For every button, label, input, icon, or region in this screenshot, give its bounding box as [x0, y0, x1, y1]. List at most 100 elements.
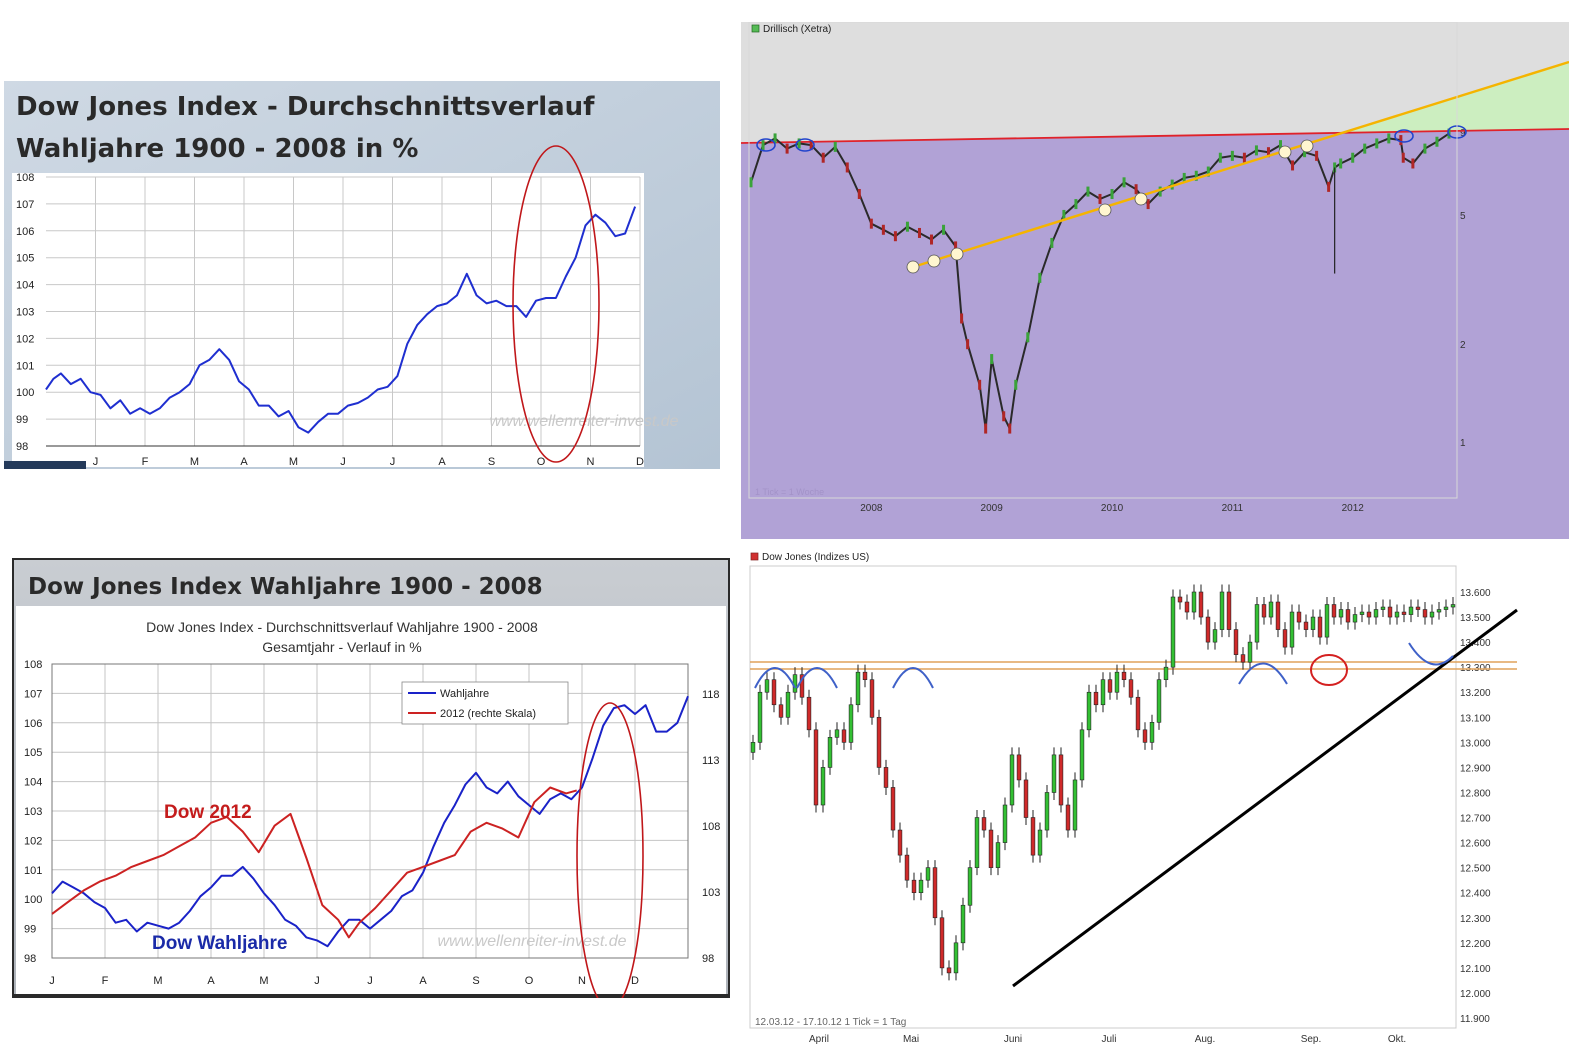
chart-4-title: Dow Jones (Indizes US)	[762, 552, 869, 563]
marker	[1134, 192, 1148, 206]
candle	[1037, 829, 1043, 856]
candle	[827, 737, 833, 768]
candle	[1315, 150, 1319, 161]
candle	[1156, 679, 1162, 723]
x-tick-label: F	[102, 975, 109, 987]
chart-2-title: Drillisch (Xetra)	[763, 24, 831, 35]
y-tick-label: 13.200	[1460, 688, 1491, 699]
arc-marker	[892, 667, 934, 689]
candle	[1401, 152, 1405, 163]
candle	[1218, 152, 1222, 163]
y-tick-label: 101	[24, 865, 42, 877]
candle	[833, 141, 837, 152]
candle	[1310, 616, 1316, 630]
candle	[855, 671, 861, 706]
candle	[942, 224, 946, 235]
x-tick-label: 2010	[1101, 503, 1124, 514]
candle	[1149, 722, 1155, 743]
candle	[1030, 817, 1036, 856]
candle	[845, 162, 849, 173]
candle	[857, 188, 861, 199]
plot-frame	[748, 21, 1458, 499]
candle	[1122, 177, 1126, 188]
candle	[834, 729, 840, 738]
x-tick-label: J	[340, 456, 346, 468]
y-tick-label: 12.800	[1460, 788, 1491, 799]
candle	[869, 218, 873, 229]
candle	[1411, 158, 1415, 169]
candle	[1254, 145, 1258, 156]
y-tick-label: 12.300	[1460, 914, 1491, 925]
chart-2-svg: Drillisch (Xetra) 1 2 5 9 2008 2009 2010 2011 20…	[740, 21, 1570, 539]
y-tick-label: 13.000	[1460, 738, 1491, 749]
x-tick-label: S	[488, 456, 495, 468]
x-tick-label: Sep.	[1301, 1034, 1322, 1045]
price-line	[750, 132, 1450, 430]
candle	[1107, 679, 1113, 693]
candle	[1303, 621, 1309, 630]
x-tick-label: M	[190, 456, 199, 468]
candle	[797, 138, 801, 149]
trend-line	[912, 60, 1570, 269]
candle	[984, 423, 988, 434]
candle	[869, 679, 875, 718]
legend-label-2012: 2012 (rechte Skala)	[440, 708, 536, 720]
x-tick-label: A	[438, 456, 446, 468]
chart-3-svg: Dow Jones Index Wahljahre 1900 - 2008 Do…	[12, 558, 730, 1010]
candle	[1331, 604, 1337, 618]
candle	[1279, 140, 1283, 151]
y-tick-label: 105	[24, 747, 42, 759]
legend-label-wahljahre: Wahljahre	[440, 688, 489, 700]
top-marker	[756, 138, 776, 152]
candle	[897, 829, 903, 856]
series-line-2012	[51, 786, 577, 939]
y2-tick-label: 98	[702, 953, 714, 965]
candle	[1233, 629, 1239, 655]
candle	[809, 140, 813, 151]
y-tick-label: 105	[16, 253, 34, 265]
candle	[1291, 160, 1295, 171]
candle	[1394, 611, 1400, 618]
candle	[813, 729, 819, 806]
candle	[1266, 147, 1270, 158]
x-tick-label: 2009	[981, 503, 1004, 514]
x-tick-label: M	[289, 456, 298, 468]
candle	[1282, 629, 1288, 648]
candle	[1435, 136, 1439, 147]
candle	[1387, 606, 1393, 618]
x-tick-label: M	[153, 975, 162, 987]
y-tick-label: 12.500	[1460, 864, 1491, 875]
y-tick-label: 2	[1460, 340, 1466, 351]
candle	[1121, 671, 1127, 681]
candle	[954, 241, 958, 252]
candle	[1373, 609, 1379, 618]
uptrend-line	[1012, 608, 1518, 988]
candle	[773, 133, 777, 144]
candle	[1026, 332, 1030, 343]
candle	[1135, 696, 1141, 731]
candle	[1191, 591, 1197, 613]
candle	[911, 879, 917, 894]
candle	[1100, 679, 1106, 706]
x-tick-label: Aug.	[1195, 1034, 1216, 1045]
candle	[1254, 604, 1260, 643]
y-tick-label: 99	[16, 414, 28, 426]
candle	[893, 231, 897, 242]
y-tick-label: 103	[16, 307, 34, 319]
series-line-average	[45, 206, 637, 434]
candle	[1380, 606, 1386, 610]
candle	[1212, 629, 1218, 643]
candle	[1016, 754, 1022, 781]
candle	[1415, 606, 1421, 610]
x-tick-label: April	[809, 1034, 829, 1045]
candle	[749, 177, 753, 188]
candle	[1163, 666, 1169, 681]
panel-background	[741, 548, 1579, 1058]
candle	[1206, 166, 1210, 177]
candle	[1142, 729, 1148, 743]
marker	[906, 260, 920, 274]
candle	[1023, 779, 1029, 818]
candle	[821, 152, 825, 163]
annotation-dow-2012: Dow 2012	[164, 802, 252, 823]
y-tick-label: 108	[16, 172, 34, 184]
